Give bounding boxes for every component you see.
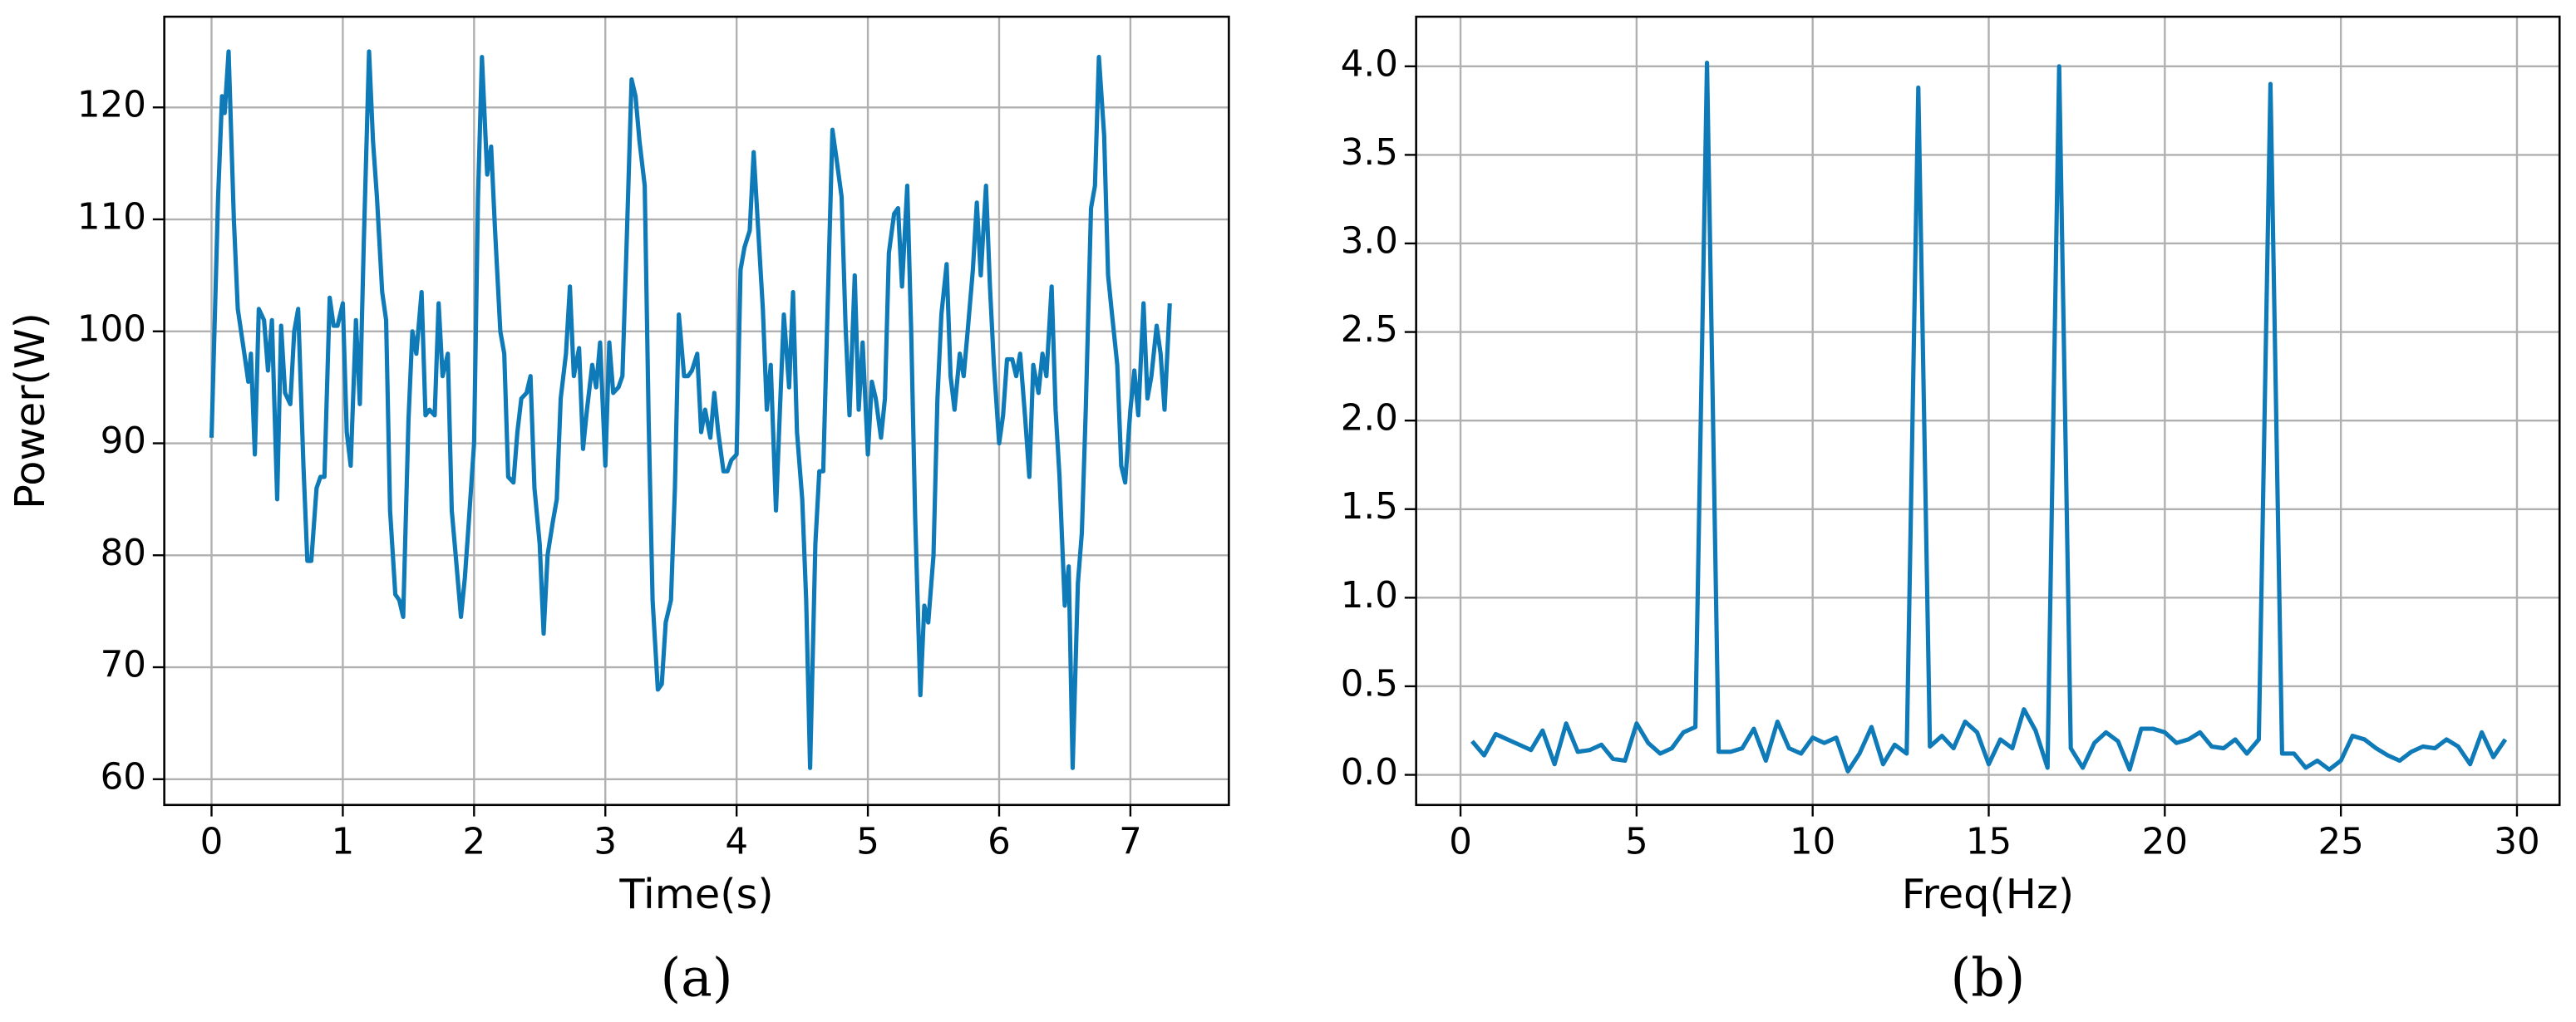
y-tick-label: 3.0 bbox=[1341, 220, 1398, 262]
x-tick-label: 5 bbox=[856, 822, 879, 863]
y-tick-label: 2.5 bbox=[1341, 309, 1398, 351]
y-tick-label: 1.0 bbox=[1341, 575, 1398, 617]
y-tick-label: 2.0 bbox=[1341, 398, 1398, 440]
panel-caption: (b) bbox=[1951, 947, 2026, 1009]
x-axis-label: Time(s) bbox=[618, 870, 773, 918]
y-tick-label: 3.5 bbox=[1341, 132, 1398, 174]
x-tick-label: 1 bbox=[332, 822, 355, 863]
y-tick-label: 80 bbox=[101, 533, 146, 574]
plot-frame bbox=[163, 15, 1230, 807]
y-tick-label: 90 bbox=[101, 420, 146, 462]
x-tick-label: 15 bbox=[1966, 822, 2012, 863]
plot-frame bbox=[1415, 15, 2561, 807]
x-tick-label: 30 bbox=[2494, 822, 2539, 863]
x-tick-label: 2 bbox=[462, 822, 485, 863]
y-tick-label: 120 bbox=[77, 85, 146, 126]
y-tick-label: 0.0 bbox=[1341, 752, 1398, 794]
y-tick-label: 1.5 bbox=[1341, 486, 1398, 528]
data-line bbox=[1470, 60, 2508, 774]
y-tick-label: 4.0 bbox=[1341, 43, 1398, 85]
x-tick-label: 3 bbox=[594, 822, 617, 863]
y-tick-label: 0.5 bbox=[1341, 663, 1398, 705]
x-axis-label: Freq(Hz) bbox=[1902, 870, 2074, 918]
x-tick-label: 20 bbox=[2142, 822, 2188, 863]
data-line bbox=[209, 49, 1172, 770]
x-tick-label: 4 bbox=[725, 822, 748, 863]
x-tick-label: 6 bbox=[988, 822, 1011, 863]
y-tick-label: 70 bbox=[101, 645, 146, 686]
x-tick-label: 25 bbox=[2317, 822, 2363, 863]
x-tick-label: 0 bbox=[200, 822, 224, 863]
x-tick-label: 0 bbox=[1449, 822, 1472, 863]
y-tick-label: 100 bbox=[77, 308, 146, 350]
y-axis-label: Power(W) bbox=[6, 312, 54, 509]
x-tick-label: 7 bbox=[1119, 822, 1142, 863]
panel-caption: (a) bbox=[660, 947, 732, 1009]
y-tick-label: 110 bbox=[77, 197, 146, 238]
x-tick-label: 10 bbox=[1790, 822, 1835, 863]
x-tick-label: 5 bbox=[1625, 822, 1648, 863]
y-tick-label: 60 bbox=[101, 756, 146, 798]
